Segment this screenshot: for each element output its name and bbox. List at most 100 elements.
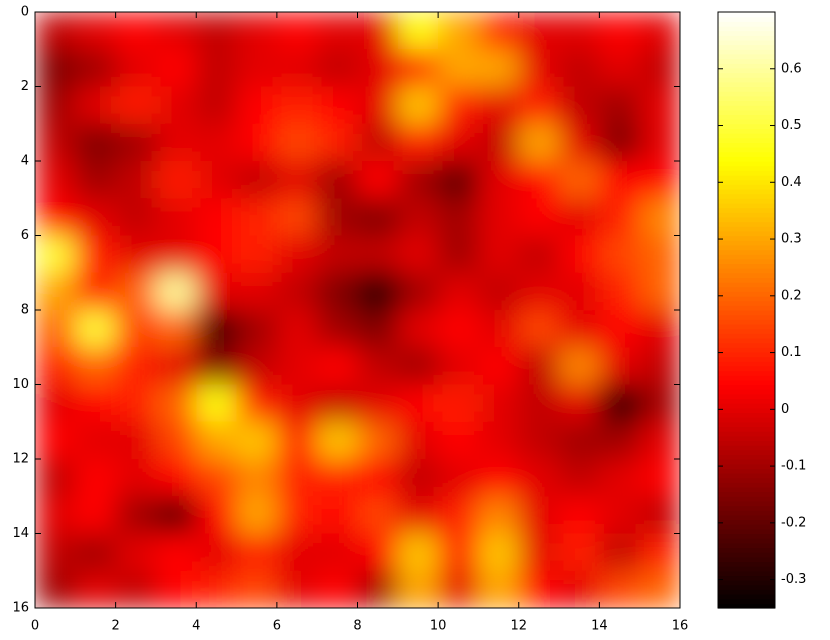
colorbar-step <box>718 244 775 251</box>
heatmap-cell <box>236 49 278 87</box>
heatmap-cell <box>438 235 479 274</box>
colorbar-step <box>718 603 775 609</box>
heatmap-cell <box>478 347 520 385</box>
heatmap-cell <box>317 347 358 385</box>
colorbar-step <box>718 230 775 237</box>
colorbar-step <box>718 105 775 111</box>
colorbar-step <box>718 240 775 246</box>
colorbar-step <box>718 170 775 176</box>
heatmap-cell <box>357 533 399 572</box>
heatmap-cell <box>518 235 560 274</box>
colorbar-step <box>718 575 775 581</box>
heatmap-cell <box>276 384 318 423</box>
heatmap-cell <box>639 384 680 423</box>
heatmap-cell <box>75 310 117 348</box>
heatmap-cell <box>438 533 479 572</box>
heatmap-cell <box>438 570 479 608</box>
colorbar-step <box>718 482 775 488</box>
heatmap-cell <box>317 459 358 497</box>
heatmap-cell <box>357 198 399 236</box>
heatmap-cell <box>75 570 117 608</box>
heatmap-cell <box>317 570 358 608</box>
heatmap-cell <box>357 12 399 50</box>
heatmap-cell <box>599 123 641 162</box>
heatmap-cell <box>196 421 238 460</box>
colorbar-step <box>718 25 775 32</box>
heatmap-cell <box>317 533 358 572</box>
heatmap-cell <box>438 161 479 199</box>
heatmap-cell <box>518 161 560 199</box>
colorbar-step <box>718 81 775 88</box>
heatmap-cell <box>155 384 197 423</box>
y-tick-label: 8 <box>21 303 29 318</box>
colorbar-step <box>718 454 775 460</box>
heatmap-cell <box>559 421 600 460</box>
colorbar-step <box>718 305 775 311</box>
heatmap-cell <box>196 123 238 162</box>
heatmap-cell <box>317 123 358 162</box>
colorbar-step <box>718 449 775 455</box>
heatmap-cell <box>317 310 358 348</box>
heatmap-cell <box>397 49 439 87</box>
heatmap-cell <box>317 421 358 460</box>
colorbar-step <box>718 375 775 381</box>
heatmap-cell <box>75 421 117 460</box>
heatmap-cell <box>276 123 318 162</box>
heatmap-cell <box>478 272 520 311</box>
heatmap-cell <box>559 533 600 572</box>
colorbar-step <box>718 161 775 167</box>
heatmap-cell <box>115 86 157 125</box>
heatmap-cell <box>75 272 117 311</box>
colorbar-step <box>718 319 775 325</box>
heatmap-cell <box>276 49 318 87</box>
colorbar-step <box>718 286 775 292</box>
heatmap-cell <box>75 12 117 50</box>
heatmap-cell <box>518 533 560 572</box>
heatmap-cell <box>518 459 560 497</box>
colorbar-step <box>718 221 775 227</box>
colorbar-step <box>718 440 775 446</box>
heatmap-cell <box>317 384 358 423</box>
heatmap-cell <box>478 421 520 460</box>
heatmap-cell <box>478 310 520 348</box>
heatmap-cell <box>236 384 278 423</box>
x-tick-label: 16 <box>672 619 689 634</box>
heatmap-cell <box>236 310 278 348</box>
heatmap-cell <box>397 161 439 199</box>
colorbar-step <box>718 412 775 418</box>
heatmap-cell <box>397 533 439 572</box>
colorbar-step <box>718 35 775 41</box>
heatmap-cell <box>438 384 479 423</box>
heatmap-cell <box>478 384 520 423</box>
heatmap-cell <box>397 384 439 423</box>
heatmap-cell <box>599 533 641 572</box>
heatmap-cell <box>559 161 600 199</box>
colorbar-step <box>718 184 775 190</box>
heatmap-cell <box>397 272 439 311</box>
heatmap-cell <box>639 533 680 572</box>
colorbar-step <box>718 21 775 27</box>
heatmap-cell <box>559 86 600 125</box>
heatmap-cell <box>559 310 600 348</box>
colorbar-step <box>718 337 775 344</box>
colorbar-step <box>718 598 775 604</box>
heatmap-cell <box>397 421 439 460</box>
y-tick-label: 6 <box>21 228 29 243</box>
heatmap-cell <box>639 86 680 125</box>
colorbar-step <box>718 459 775 465</box>
colorbar-step <box>718 216 775 223</box>
colorbar-step <box>718 365 775 372</box>
heatmap-cell <box>276 421 318 460</box>
colorbar-tick-label: 0.3 <box>781 232 802 247</box>
colorbar-step <box>718 226 775 232</box>
heatmap-cell <box>357 161 399 199</box>
heatmap-cell <box>599 570 641 608</box>
x-tick-label: 8 <box>353 619 361 634</box>
heatmap-cell <box>357 570 399 608</box>
colorbar-step <box>718 389 775 395</box>
colorbar-step <box>718 100 775 106</box>
heatmap-cell <box>196 533 238 572</box>
colorbar-tick-label: -0.3 <box>781 572 806 587</box>
colorbar-step <box>718 514 775 521</box>
heatmap-cell <box>559 272 600 311</box>
